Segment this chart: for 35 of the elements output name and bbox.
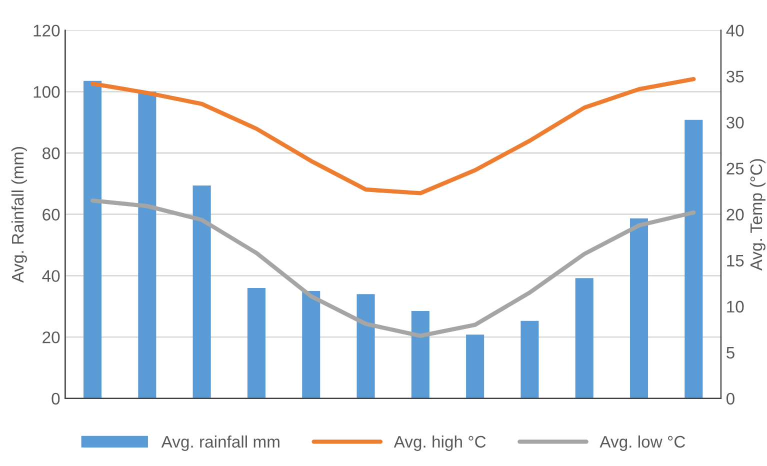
y2-tick-label: 20 [726, 208, 744, 221]
line-series [90, 76, 696, 196]
y-tick-label: 100 [34, 86, 60, 98]
y2-tick-label: 35 [726, 70, 744, 83]
bar [138, 92, 156, 398]
y2-tick-label: 40 [726, 24, 744, 36]
y2-tick-label: 30 [726, 116, 744, 129]
bar [411, 310, 430, 398]
y2-tick-label: 5 [726, 346, 734, 359]
legend-label: Avg. low °C [600, 435, 686, 451]
y-axis-title: Avg. Rainfall (mm) [11, 147, 27, 283]
bar [84, 80, 102, 398]
y-tick-label: 120 [34, 24, 60, 36]
line-series [90, 198, 696, 338]
legend-label: Avg. rainfall mm [161, 435, 280, 451]
y-tick-label: 60 [42, 208, 60, 221]
y-tick-label: 20 [42, 331, 60, 344]
bar [520, 320, 539, 398]
bar [356, 294, 375, 398]
bar [192, 186, 211, 398]
y2-tick-label: 25 [726, 162, 744, 175]
bar [302, 291, 320, 398]
bar [684, 120, 703, 398]
y2-axis-title: Avg. Temp (°C) [750, 159, 766, 271]
bar [630, 218, 648, 398]
y2-tick-label: 0 [726, 392, 734, 405]
legend-label: Avg. high °C [394, 435, 486, 451]
y-tick-label: 0 [52, 392, 60, 405]
y2-tick-label: 15 [727, 254, 744, 267]
y-tick-label: 40 [42, 270, 60, 282]
y-tick-label: 80 [42, 147, 60, 160]
bar [575, 278, 594, 398]
bar [466, 334, 484, 398]
y2-tick-label: 10 [727, 300, 744, 313]
bar [247, 288, 266, 398]
